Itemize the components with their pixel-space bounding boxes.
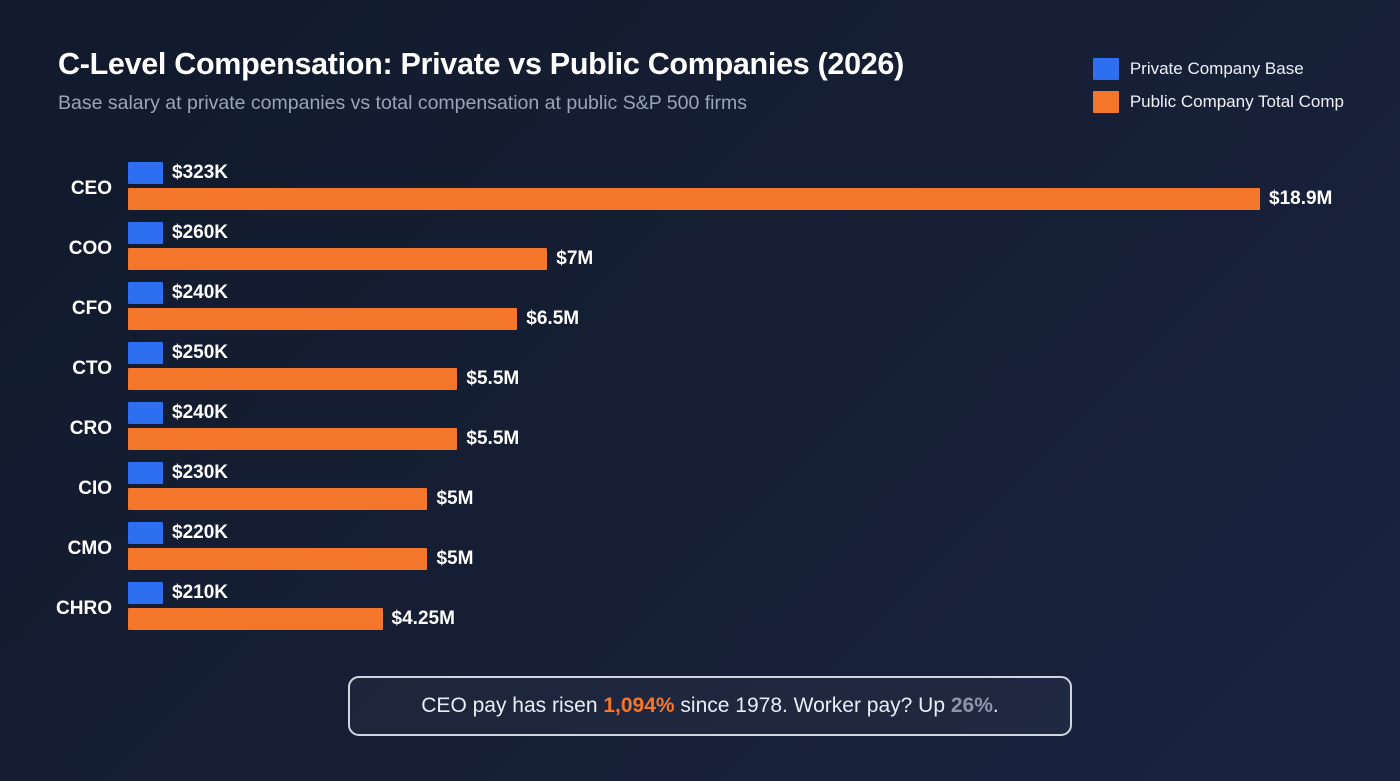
bar-track: $323K $18.9M bbox=[128, 158, 1400, 218]
category-label: CIO bbox=[78, 478, 112, 499]
legend-item[interactable]: Private Company Base bbox=[1092, 58, 1344, 80]
footnote-highlight-ceo-growth: 1,094% bbox=[603, 694, 675, 717]
chart-bar-group: CIO $230K $5M bbox=[0, 458, 1400, 518]
chart-legend: Private Company Base Public Company Total… bbox=[1092, 58, 1344, 113]
category-label: CFO bbox=[71, 298, 112, 319]
legend-item[interactable]: Public Company Total Comp bbox=[1092, 91, 1344, 113]
bar-rect[interactable] bbox=[128, 402, 163, 424]
bar-value-label: $7M bbox=[556, 248, 594, 269]
bar-value-label: $260K bbox=[172, 222, 228, 243]
bar-rect[interactable] bbox=[128, 488, 428, 510]
bar-public-total[interactable]: $5.5M bbox=[128, 368, 519, 390]
bar-value-label: $250K bbox=[172, 342, 228, 363]
bar-value-label: $5M bbox=[436, 548, 474, 569]
bar-public-total[interactable]: $5M bbox=[128, 548, 473, 570]
bar-rect[interactable] bbox=[128, 428, 458, 450]
bar-private-base[interactable]: $210K bbox=[128, 582, 228, 604]
chart-plot-area: CEO $323K $18.9M COO $260K $7M CFO $240K $6.5M CT… bbox=[0, 158, 1400, 640]
bar-track: $250K $5.5M bbox=[128, 338, 1400, 398]
bar-private-base[interactable]: $250K bbox=[128, 342, 228, 364]
category-label: CRO bbox=[69, 418, 112, 439]
chart-bar-group: CHRO $210K $4.25M bbox=[0, 578, 1400, 638]
bar-value-label: $240K bbox=[172, 282, 228, 303]
bar-rect[interactable] bbox=[128, 248, 548, 270]
bar-rect[interactable] bbox=[128, 582, 163, 604]
bar-value-label: $5M bbox=[436, 488, 474, 509]
chart-bar-group: COO $260K $7M bbox=[0, 218, 1400, 278]
bar-track: $230K $5M bbox=[128, 458, 1400, 518]
bar-rect[interactable] bbox=[128, 342, 163, 364]
bar-track: $260K $7M bbox=[128, 218, 1400, 278]
footnote-callout: CEO pay has risen 1,094% since 1978. Wor… bbox=[348, 676, 1072, 736]
bar-rect[interactable] bbox=[128, 188, 1260, 210]
category-label: CMO bbox=[67, 538, 112, 559]
chart-bar-group: CEO $323K $18.9M bbox=[0, 158, 1400, 218]
footnote-suffix: . bbox=[992, 694, 999, 717]
legend-item-label: Private Company Base bbox=[1129, 59, 1304, 78]
bar-private-base[interactable]: $240K bbox=[128, 402, 228, 424]
bar-value-label: $4.25M bbox=[391, 608, 455, 629]
bar-rect[interactable] bbox=[128, 162, 163, 184]
bar-private-base[interactable]: $260K bbox=[128, 222, 228, 244]
bar-rect[interactable] bbox=[128, 548, 428, 570]
bar-public-total[interactable]: $5M bbox=[128, 488, 473, 510]
bar-private-base[interactable]: $230K bbox=[128, 462, 228, 484]
bar-track: $210K $4.25M bbox=[128, 578, 1400, 638]
bar-track: $240K $5.5M bbox=[128, 398, 1400, 458]
category-label: CEO bbox=[70, 178, 112, 199]
bar-public-total[interactable]: $7M bbox=[128, 248, 593, 270]
bar-value-label: $240K bbox=[172, 402, 228, 423]
bar-rect[interactable] bbox=[128, 368, 458, 390]
chart-header: C-Level Compensation: Private vs Public … bbox=[58, 44, 1360, 144]
legend-swatch-icon bbox=[1092, 91, 1119, 113]
bar-rect[interactable] bbox=[128, 462, 163, 484]
bar-rect[interactable] bbox=[128, 522, 163, 544]
bar-value-label: $220K bbox=[172, 522, 228, 543]
chart-bar-group: CFO $240K $6.5M bbox=[0, 278, 1400, 338]
bar-value-label: $5.5M bbox=[466, 368, 520, 389]
bar-private-base[interactable]: $323K bbox=[128, 162, 228, 184]
page-subtitle: Base salary at private companies vs tota… bbox=[58, 92, 747, 114]
bar-public-total[interactable]: $6.5M bbox=[128, 308, 579, 330]
bar-value-label: $230K bbox=[172, 462, 228, 483]
bar-public-total[interactable]: $4.25M bbox=[128, 608, 455, 630]
bar-private-base[interactable]: $220K bbox=[128, 522, 228, 544]
category-label: CHRO bbox=[56, 598, 112, 619]
legend-item-label: Public Company Total Comp bbox=[1129, 92, 1344, 111]
footnote-text: CEO pay has risen 1,094% since 1978. Wor… bbox=[421, 693, 998, 719]
bar-rect[interactable] bbox=[128, 608, 383, 630]
legend-swatch-icon bbox=[1092, 58, 1119, 80]
page-title: C-Level Compensation: Private vs Public … bbox=[58, 47, 904, 81]
bar-track: $240K $6.5M bbox=[128, 278, 1400, 338]
bar-rect[interactable] bbox=[128, 308, 518, 330]
bar-value-label: $323K bbox=[172, 162, 228, 183]
bar-private-base[interactable]: $240K bbox=[128, 282, 228, 304]
footnote-middle: since 1978. Worker pay? Up bbox=[674, 694, 951, 717]
chart-bar-group: CMO $220K $5M bbox=[0, 518, 1400, 578]
chart-bar-group: CRO $240K $5.5M bbox=[0, 398, 1400, 458]
bar-value-label: $5.5M bbox=[466, 428, 520, 449]
bar-value-label: $18.9M bbox=[1269, 188, 1333, 209]
footnote-prefix: CEO pay has risen bbox=[421, 694, 604, 717]
bar-value-label: $210K bbox=[172, 582, 228, 603]
bar-value-label: $6.5M bbox=[526, 308, 580, 329]
bar-public-total[interactable]: $5.5M bbox=[128, 428, 519, 450]
bar-rect[interactable] bbox=[128, 282, 163, 304]
bar-rect[interactable] bbox=[128, 222, 163, 244]
footnote-highlight-worker-growth: 26% bbox=[950, 694, 993, 717]
category-label: CTO bbox=[72, 358, 112, 379]
bar-track: $220K $5M bbox=[128, 518, 1400, 578]
chart-bar-group: CTO $250K $5.5M bbox=[0, 338, 1400, 398]
category-label: COO bbox=[68, 238, 112, 259]
bar-public-total[interactable]: $18.9M bbox=[128, 188, 1332, 210]
